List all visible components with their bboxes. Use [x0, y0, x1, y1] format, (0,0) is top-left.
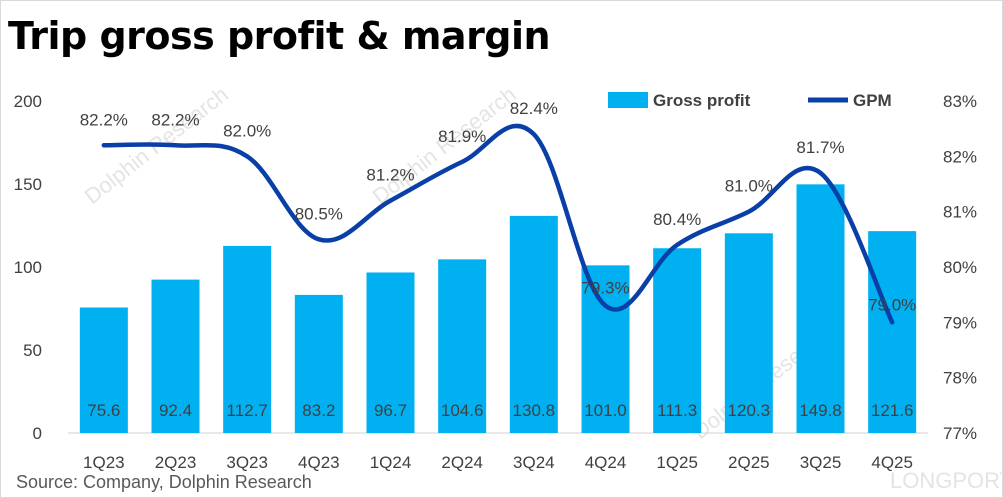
y-right-tick-label: 81%: [943, 203, 977, 222]
gpm-value-label: 82.2%: [80, 110, 128, 129]
x-tick-label: 4Q25: [871, 453, 913, 472]
y-left-tick-label: 200: [14, 92, 42, 111]
bar-gross-profit: [653, 248, 702, 433]
watermark-text: LONGPORT: [890, 468, 1003, 493]
x-tick-label: 3Q24: [513, 453, 555, 472]
bar-value-label: 130.8: [513, 401, 556, 420]
x-tick-label: 3Q23: [226, 453, 268, 472]
gpm-value-label: 82.0%: [223, 121, 271, 140]
gpm-value-label: 82.2%: [151, 110, 199, 129]
y-right-tick-label: 82%: [943, 147, 977, 166]
bar-value-label: 96.7: [374, 401, 407, 420]
bar-value-label: 104.6: [441, 401, 484, 420]
gpm-value-label: 81.0%: [725, 177, 773, 196]
bar-gross-profit: [79, 307, 128, 433]
x-tick-label: 1Q24: [370, 453, 412, 472]
bar-gross-profit: [724, 233, 773, 433]
bar-gross-profit: [868, 231, 917, 433]
y-left-tick-label: 100: [14, 258, 42, 277]
x-tick-label: 1Q25: [656, 453, 698, 472]
gpm-line-layer: [101, 123, 895, 325]
bars-layer: [79, 184, 917, 433]
chart-title: Trip gross profit & margin: [8, 14, 551, 58]
y-left-tick-label: 150: [14, 175, 42, 194]
x-tick-label: 4Q23: [298, 453, 340, 472]
bar-value-label: 121.6: [871, 401, 914, 420]
gpm-line: [101, 123, 895, 325]
y-right-tick-label: 77%: [943, 424, 977, 443]
x-tick-label: 4Q24: [585, 453, 627, 472]
bar-gross-profit: [366, 272, 415, 433]
gpm-value-label: 81.9%: [438, 127, 486, 146]
gpm-value-label: 82.4%: [510, 99, 558, 118]
bar-gross-profit: [581, 265, 630, 433]
legend-swatch-gross-profit: [608, 92, 648, 108]
y-right-tick-label: 79%: [943, 313, 977, 332]
bar-gross-profit: [223, 245, 272, 433]
legend-label-gross-profit: Gross profit: [653, 91, 751, 110]
bar-value-label: 83.2: [302, 401, 335, 420]
gpm-value-label: 81.2%: [366, 166, 414, 185]
x-tick-label: 2Q25: [728, 453, 770, 472]
y-left-tick-label: 50: [23, 341, 42, 360]
bar-value-label: 111.3: [657, 401, 697, 420]
bar-value-label: 92.4: [159, 401, 192, 420]
axes-layer: 0 50 100 150 200 77% 78% 79% 80% 81% 82% 83% 1Q23 2Q2…: [14, 92, 977, 472]
x-tick-label: 3Q25: [800, 453, 842, 472]
y-left-tick-label: 0: [33, 424, 42, 443]
bar-value-label: 75.6: [87, 401, 120, 420]
legend-label-gpm: GPM: [853, 91, 892, 110]
gpm-value-label: 81.7%: [796, 138, 844, 157]
y-right-tick-label: 83%: [943, 92, 977, 111]
gpm-value-label: 80.5%: [295, 204, 343, 223]
bar-gross-profit: [796, 184, 845, 433]
source-note: Source: Company, Dolphin Research: [16, 472, 312, 492]
x-tick-label: 1Q23: [83, 453, 125, 472]
bar-value-label: 149.8: [799, 401, 842, 420]
gpm-value-label: 79.3%: [581, 279, 629, 298]
bar-gross-profit: [438, 259, 487, 433]
bar-value-label: 120.3: [728, 401, 771, 420]
data-labels-layer: 75.6 92.4 112.7 83.2 96.7 104.6 130.8 101.0 111.…: [80, 99, 917, 420]
y-right-tick-label: 78%: [943, 369, 977, 388]
bar-value-label: 112.7: [227, 401, 268, 420]
x-tick-label: 2Q23: [155, 453, 197, 472]
bar-gross-profit: [294, 294, 343, 433]
x-tick-label: 2Q24: [441, 453, 483, 472]
gpm-value-label: 80.4%: [653, 210, 701, 229]
bar-gross-profit: [509, 215, 558, 433]
y-right-tick-label: 80%: [943, 258, 977, 277]
gpm-value-label: 79.0%: [868, 295, 916, 314]
bar-value-label: 101.0: [584, 401, 627, 420]
legend: Gross profit GPM: [608, 91, 892, 110]
bar-gross-profit: [151, 279, 200, 433]
